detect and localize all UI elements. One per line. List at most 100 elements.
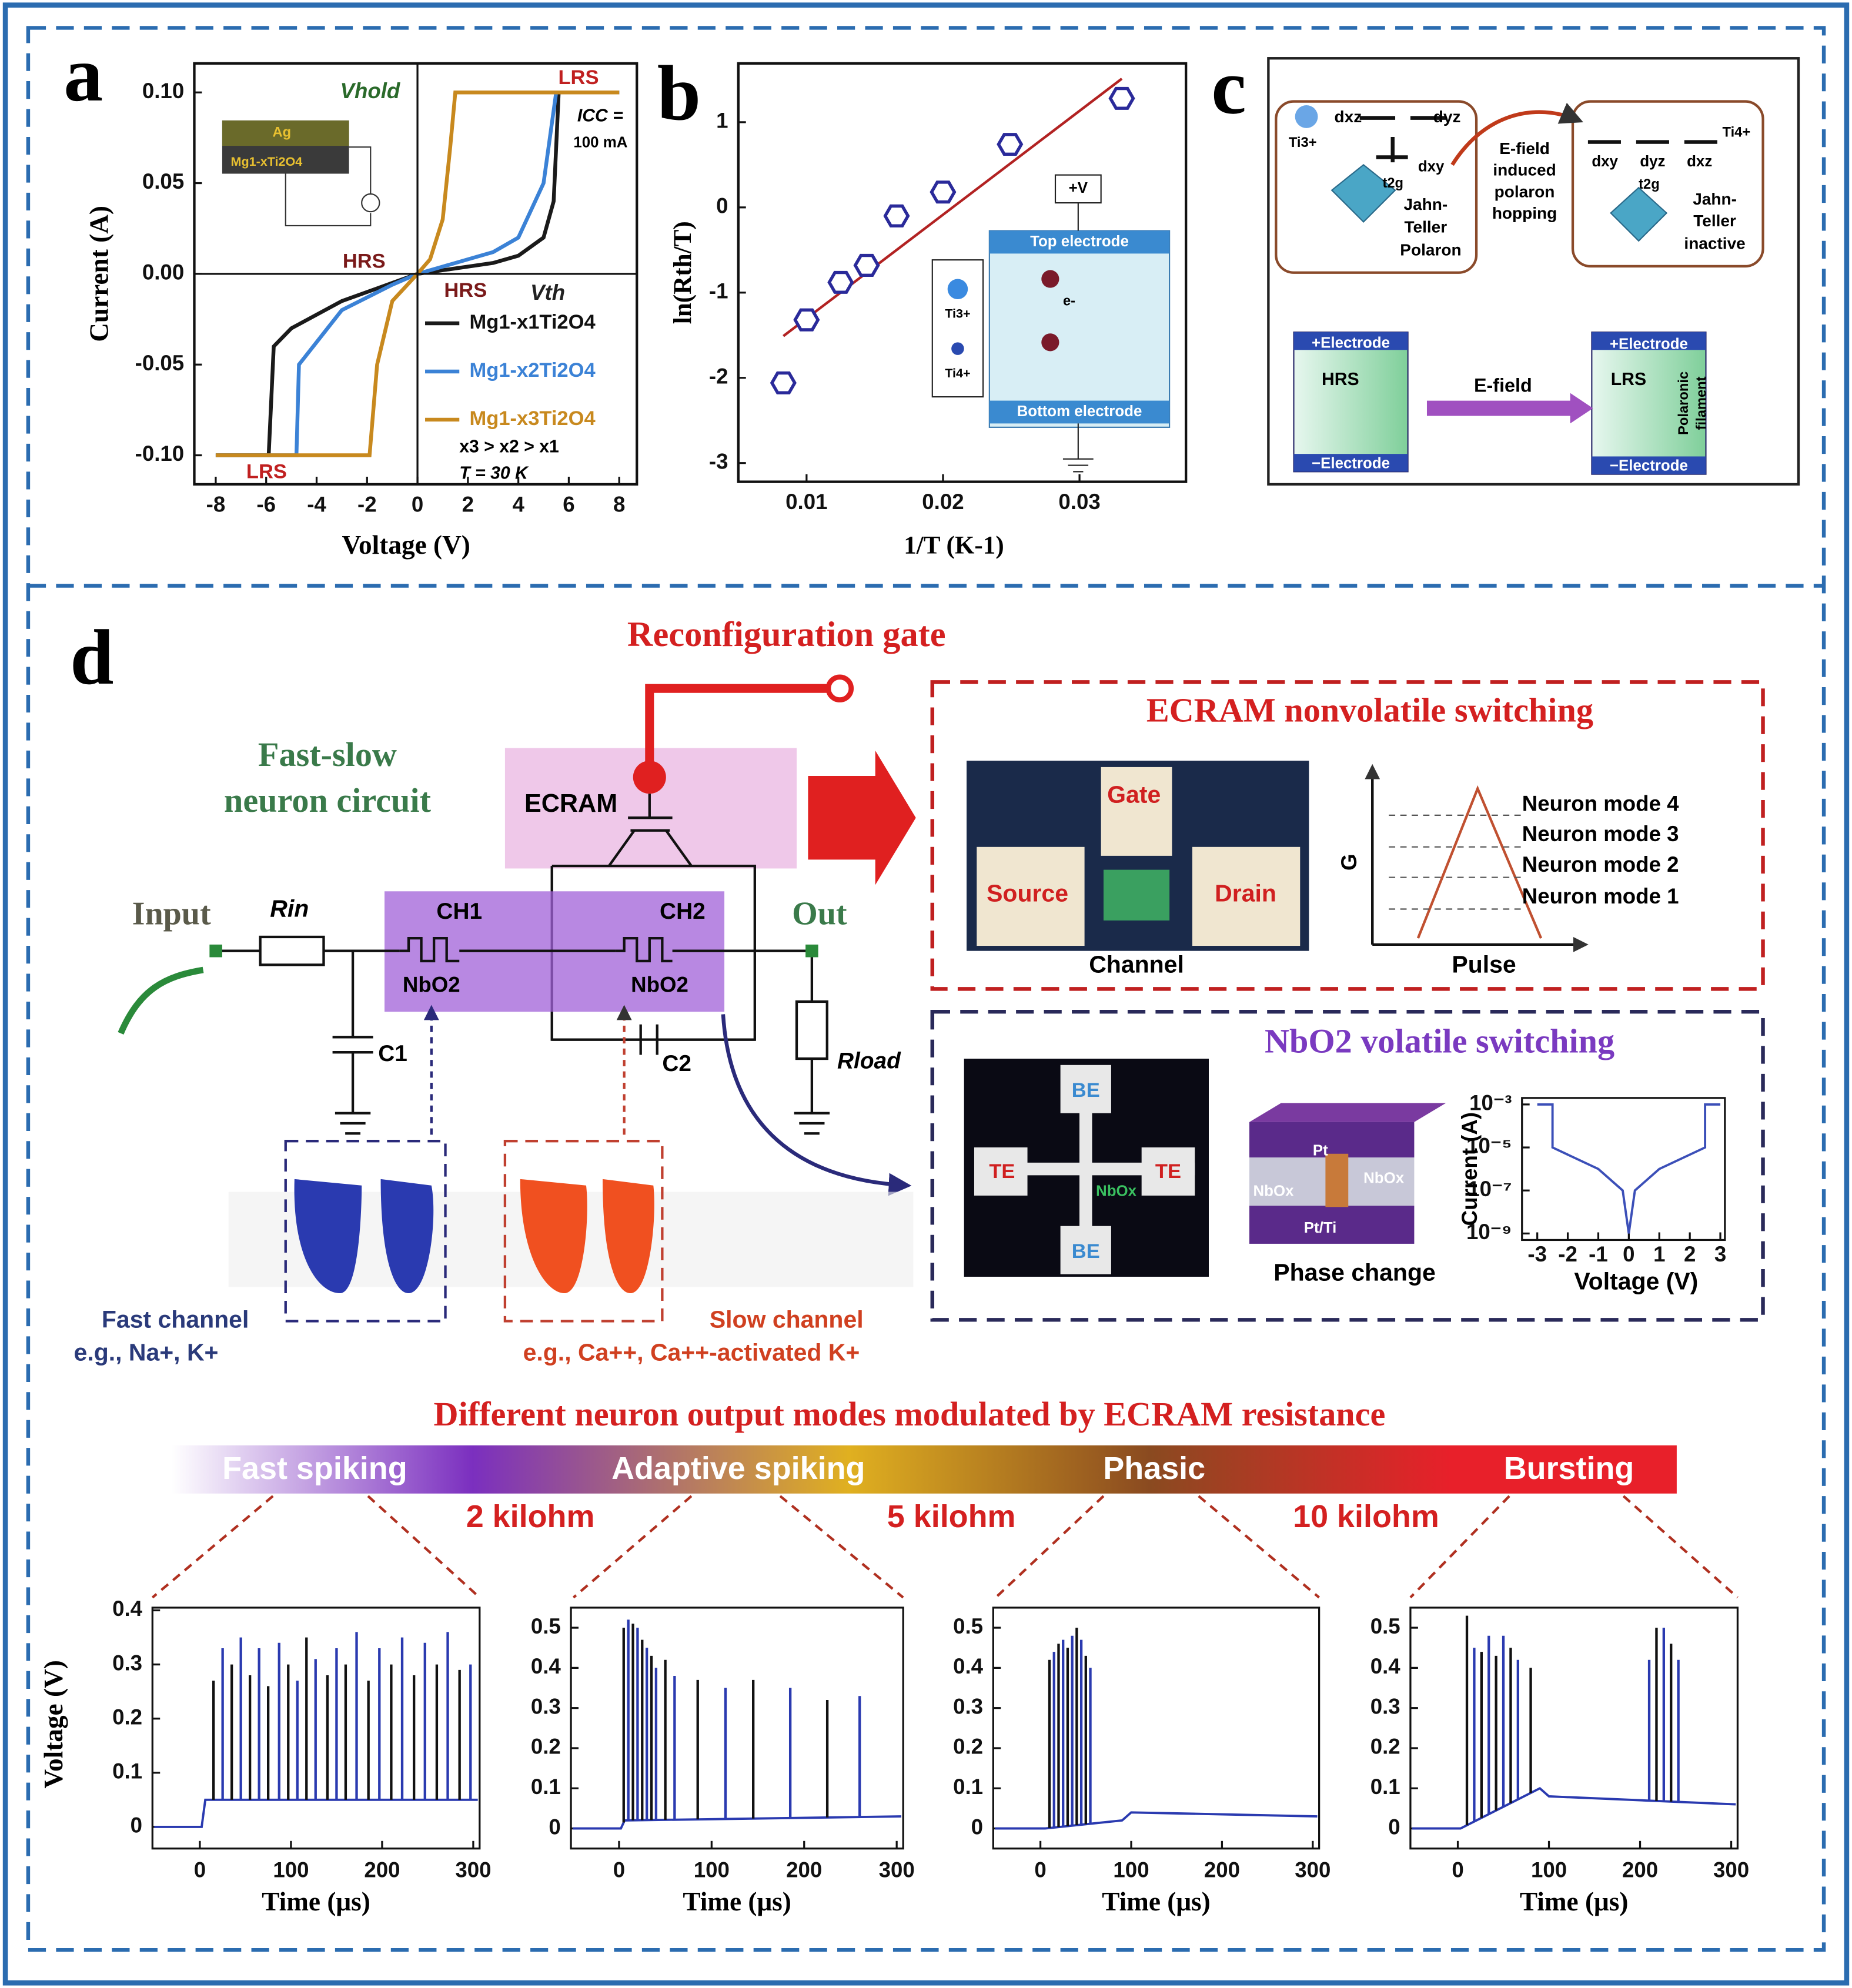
y-tick-label: 0.2 <box>112 1705 142 1729</box>
electrode <box>1293 454 1408 472</box>
terminal <box>805 944 818 958</box>
y-tick-label: 10⁻⁷ <box>1467 1177 1512 1201</box>
resistance: 2 kilohm <box>466 1499 595 1534</box>
axis-label: Current (A) <box>84 206 113 342</box>
inset-lattice <box>988 230 1171 428</box>
circuit-label: NbO2 <box>631 973 688 997</box>
inset-wire <box>285 146 372 227</box>
pad-label: Gate <box>1107 781 1161 808</box>
x-tick-label: 6 <box>563 493 574 517</box>
inset-label: Bottom electrode <box>1017 403 1142 420</box>
pad-label: NbOx <box>1096 1183 1137 1199</box>
x-tick-label: 0.03 <box>1058 490 1100 514</box>
circuit-label: Out <box>792 895 847 932</box>
inset-label: Top electrode <box>1030 233 1129 250</box>
y-tick-label: 0.3 <box>953 1694 983 1718</box>
axis-label: Voltage (V) <box>39 1660 68 1788</box>
c-text: −Electrode <box>1610 458 1688 474</box>
gate-wire <box>645 684 831 777</box>
ecram-transistor <box>550 794 756 1041</box>
pad-label: Source <box>987 880 1068 907</box>
annotation: 100 mA <box>573 135 627 151</box>
c-text: HRS <box>1322 370 1359 389</box>
field-arrow-head <box>1570 393 1593 424</box>
mode-label: Neuron mode 4 <box>1522 791 1679 815</box>
x-tick-label: 100 <box>694 1858 730 1882</box>
y-tick-label: -1 <box>709 279 728 303</box>
x-tick-label: 8 <box>613 493 625 517</box>
c-text: Jahn- <box>1693 190 1737 208</box>
channel-label: e.g., Ca++, Ca++-activated K+ <box>523 1338 860 1366</box>
electrode <box>1293 332 1408 350</box>
resistor <box>259 935 325 966</box>
series-line <box>215 91 620 457</box>
data-point <box>793 308 820 332</box>
x-tick-label: 0 <box>613 1858 625 1882</box>
filament <box>1325 1153 1349 1207</box>
legend-label: Mg1-x3Ti2O4 <box>470 407 596 430</box>
inset-label: Ti3+ <box>945 306 970 321</box>
inset-label: Ti4+ <box>945 366 970 380</box>
stack-layer <box>1249 1206 1415 1244</box>
octahedron <box>1331 164 1396 223</box>
device-box <box>1293 332 1409 473</box>
x-tick-label: 200 <box>1204 1858 1240 1882</box>
c-text: Teller <box>1404 218 1447 236</box>
axis-label: Time (μs) <box>262 1887 370 1916</box>
y-tick-label: 0 <box>131 1813 142 1838</box>
panel-d: d Reconfiguration gate Fast-slow neuron … <box>70 614 1765 1599</box>
stack-label: NbOx <box>1363 1170 1405 1187</box>
channel-label: Fast channel <box>102 1306 249 1333</box>
x-tick-label: 200 <box>1622 1858 1658 1882</box>
levels <box>1359 116 1446 163</box>
nbo-box <box>930 1009 1765 1322</box>
axis-label: Time (μs) <box>683 1887 791 1916</box>
data-point <box>1108 86 1135 110</box>
channel-frame <box>284 1140 447 1323</box>
x-tick-label: 100 <box>1531 1858 1567 1882</box>
panel-a: a Current (A) Voltage (V) Ag Mg1-xTi2O4 … <box>63 31 627 560</box>
annotation: LRS <box>559 66 599 89</box>
inset-label: Ag <box>272 125 291 140</box>
x-tick-label: 0 <box>194 1858 206 1882</box>
terminal <box>209 944 222 958</box>
x-tick-label: -3 <box>1527 1242 1547 1266</box>
axis-label: Time (μs) <box>1102 1887 1211 1916</box>
data-point <box>997 133 1024 156</box>
y-tick-label: 0.3 <box>531 1694 561 1718</box>
baseline <box>995 1811 1318 1830</box>
c-text: filament <box>1694 376 1709 430</box>
resistor <box>795 1000 828 1060</box>
plot-frame <box>1409 1607 1739 1850</box>
baseline <box>154 1798 478 1828</box>
stack-label: Phase change <box>1273 1259 1436 1286</box>
y-tick-label: 0.4 <box>1370 1654 1401 1678</box>
pad-label: Channel <box>1089 951 1184 978</box>
slow-channel <box>520 1179 654 1294</box>
x-tick-label: -8 <box>206 493 226 517</box>
x-tick-label: 4 <box>512 493 524 517</box>
axis-label: Current (A) <box>1457 1112 1482 1226</box>
panel-label: c <box>1211 43 1246 130</box>
y-tick-label: -0.10 <box>135 441 185 466</box>
annotation: Vth <box>530 280 565 304</box>
fast-channel <box>294 1179 434 1294</box>
plot-frame <box>1521 1097 1726 1241</box>
c-text: t2g <box>1639 177 1660 192</box>
orbital <box>1295 105 1318 128</box>
schematic-curve <box>1416 785 1543 939</box>
y-tick-label: -3 <box>709 449 728 473</box>
c-text: Ti4+ <box>1723 125 1751 140</box>
pad <box>1101 767 1172 856</box>
x-tick-label: 2 <box>462 493 474 517</box>
channel-label: Slow channel <box>710 1306 864 1333</box>
circuit-label: CH2 <box>660 899 706 924</box>
stack-label: Pt <box>1313 1142 1328 1159</box>
ecram-arrow <box>808 750 916 885</box>
x-tick-label: 300 <box>455 1858 491 1882</box>
pad-label: Drain <box>1215 880 1276 907</box>
ecram-box <box>930 680 1765 991</box>
channel-frame <box>503 1140 664 1323</box>
inset-meter <box>361 193 380 213</box>
y-tick-label: 0.1 <box>1370 1775 1400 1799</box>
